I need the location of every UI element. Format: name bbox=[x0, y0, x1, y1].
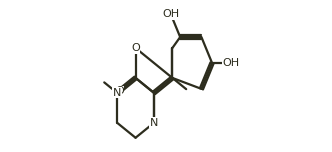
Text: OH: OH bbox=[222, 58, 239, 68]
Text: N: N bbox=[113, 88, 121, 98]
Text: N: N bbox=[150, 118, 158, 128]
Text: OH: OH bbox=[162, 9, 179, 19]
Text: O: O bbox=[131, 43, 140, 53]
Text: O: O bbox=[115, 86, 124, 96]
